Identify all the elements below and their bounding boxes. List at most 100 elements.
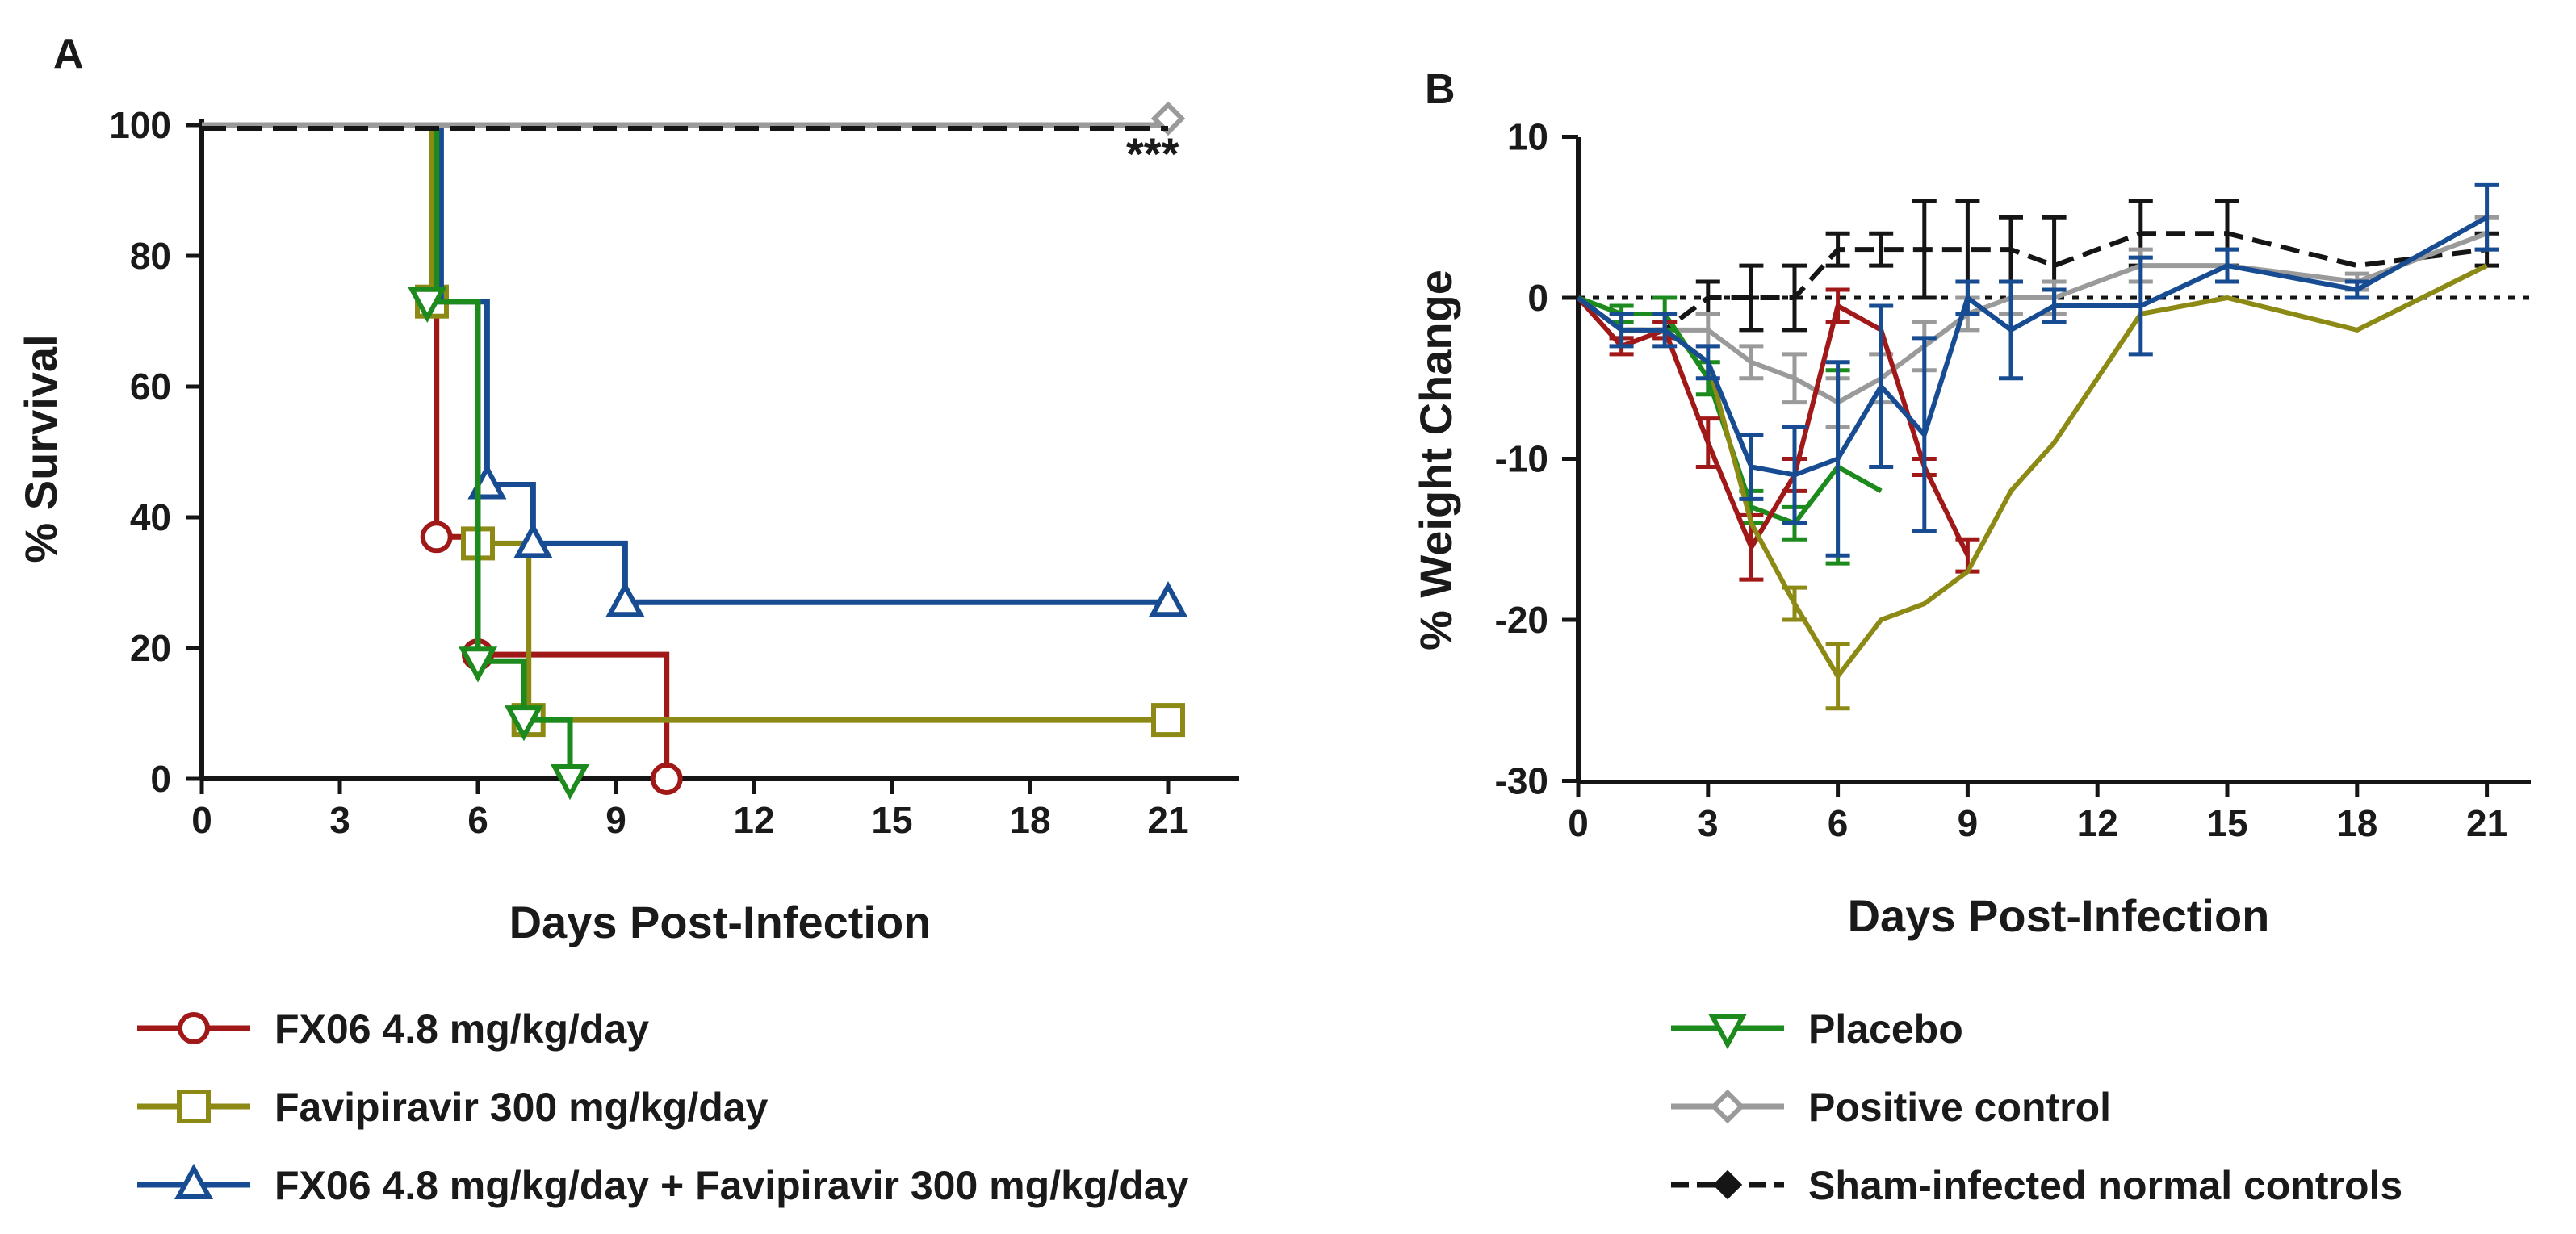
legend-marker-favipiravir xyxy=(177,1090,211,1123)
error-bar-sham xyxy=(1912,199,1937,300)
error-bar-combo xyxy=(2042,287,2067,324)
error-bar-fx06 xyxy=(1825,287,1850,324)
legend-item-fx06: FX06 4.8 mg/kg/day xyxy=(137,1006,649,1052)
panel-a-x-tick-label: 21 xyxy=(1147,799,1188,841)
legend-swatch-sham xyxy=(1671,1169,1784,1200)
legend-item-positive: Positive control xyxy=(1671,1085,2111,1130)
panel-b-label: B xyxy=(1425,66,1456,113)
panel-a-series xyxy=(202,101,1188,801)
panel-b-x-tick-label: 12 xyxy=(2077,802,2118,844)
panel-b-y-tick-label: 0 xyxy=(1527,277,1548,319)
panel-a-label: A xyxy=(53,31,84,77)
legend: FX06 4.8 mg/kg/day Favipiravir 300 mg/kg… xyxy=(137,1006,2402,1208)
survival-line-combo xyxy=(202,122,1168,605)
error-bar-sham xyxy=(1739,263,1764,333)
panel-a-series-positive xyxy=(202,101,1186,136)
error-bar-combo xyxy=(1955,279,1980,316)
panel-a-y-tick-label: 60 xyxy=(130,366,171,408)
panel-b-series xyxy=(1576,182,2499,711)
panel-a-y-axis-label: % Survival xyxy=(15,334,66,563)
survival-line-placebo xyxy=(202,122,573,779)
error-bar-combo xyxy=(1782,425,1807,525)
panel-b-y-axis-label: % Weight Change xyxy=(1410,270,1461,650)
panel-b-x-tick-label: 18 xyxy=(2336,802,2377,844)
legend-marker-positive xyxy=(1710,1089,1745,1124)
panel-b-x-tick-label: 6 xyxy=(1828,802,1849,844)
panel-a-series-placebo xyxy=(202,122,590,801)
legend-item-favipiravir: Favipiravir 300 mg/kg/day xyxy=(137,1085,769,1130)
weight-line-favipiravir xyxy=(1577,263,2488,679)
legend-label-fx06: FX06 4.8 mg/kg/day xyxy=(274,1006,649,1052)
panel-a-x-tick-label: 9 xyxy=(605,799,626,841)
weight-line-positive xyxy=(1577,231,2488,405)
panel-a-y-tick-label: 40 xyxy=(130,496,171,538)
panel-a-y-tick-label: 20 xyxy=(130,627,171,669)
panel-b-series-fx06 xyxy=(1576,287,1980,582)
survival-marker-combo xyxy=(1148,581,1188,617)
panel-a-x-tick-label: 15 xyxy=(871,799,912,841)
panel-b-y-tick-label: 10 xyxy=(1507,116,1548,158)
panel-a-y-ticks: 0 20 40 60 80 100 xyxy=(109,104,202,800)
panel-b-x-tick-label: 15 xyxy=(2206,802,2247,844)
panel-a-y-tick-label: 80 xyxy=(130,235,171,277)
panel-a-x-tick-label: 12 xyxy=(733,799,774,841)
panel-b-y-ticks: -30 -20 -10 0 10 xyxy=(1495,116,1578,802)
panel-a-axes xyxy=(199,119,1239,781)
survival-marker-placebo xyxy=(458,646,498,683)
error-bar-favipiravir xyxy=(1782,585,1807,622)
panel-a-y-tick-label: 100 xyxy=(109,104,171,146)
survival-marker-placebo xyxy=(408,287,447,323)
survival-marker-combo xyxy=(513,522,553,558)
survival-marker-favipiravir xyxy=(1151,703,1185,738)
legend-item-sham: Sham-infected normal controls xyxy=(1671,1163,2402,1208)
error-bar-favipiravir xyxy=(1825,642,1850,711)
error-bar-combo xyxy=(1912,336,1937,533)
error-bar-combo xyxy=(1869,303,1894,469)
legend-swatch-favipiravir xyxy=(137,1090,250,1123)
legend-marker-sham xyxy=(1712,1169,1743,1200)
panel-a-x-axis-label: Days Post-Infection xyxy=(509,897,932,947)
panel-a-x-tick-label: 6 xyxy=(467,799,488,841)
error-bar-combo xyxy=(2128,255,2153,357)
panel-b-y-tick-label: -10 xyxy=(1495,438,1548,480)
legend-swatch-placebo xyxy=(1671,1014,1784,1050)
error-bar-fx06 xyxy=(1695,416,1720,469)
panel-a-x-tick-label: 0 xyxy=(191,799,212,841)
legend-label-combo: FX06 4.8 mg/kg/day + Favipiravir 300 mg/… xyxy=(274,1163,1189,1208)
error-bar-positive xyxy=(1782,352,1807,405)
panel-a-y-tick-label: 0 xyxy=(150,758,171,800)
error-bar-combo xyxy=(1695,344,1720,381)
panel-a-series-favipiravir xyxy=(202,122,1185,738)
error-bar-sham xyxy=(1869,231,1894,268)
weight-line-fx06 xyxy=(1576,295,1971,557)
error-bar-sham xyxy=(1782,263,1807,333)
legend-label-placebo: Placebo xyxy=(1808,1006,1963,1052)
panel-a: A 0 3 6 9 12 15 18 21 0 20 40 60 80 100 Days Post-In… xyxy=(15,31,1239,947)
weight-line-combo xyxy=(1577,215,2489,478)
panel-a-x-tick-label: 18 xyxy=(1009,799,1050,841)
panel-b-x-axis-label: Days Post-Infection xyxy=(1848,890,2270,941)
error-bar-combo xyxy=(1609,312,1634,349)
error-bar-combo xyxy=(1825,360,1850,558)
legend-marker-fx06 xyxy=(178,1012,210,1044)
panel-b-series-sham xyxy=(1577,199,2499,333)
panel-b-y-tick-label: -30 xyxy=(1495,760,1548,802)
error-bar-combo xyxy=(2474,182,2499,252)
error-bar-combo xyxy=(1999,279,2023,381)
significance-annotation: *** xyxy=(1126,128,1179,179)
weight-line-sham xyxy=(1577,231,2487,333)
survival-marker-combo xyxy=(605,581,645,617)
panel-a-x-ticks: 0 3 6 9 12 15 18 21 xyxy=(191,779,1189,841)
legend-swatch-combo xyxy=(137,1163,250,1199)
legend-label-sham: Sham-infected normal controls xyxy=(1808,1163,2402,1208)
error-bar-positive xyxy=(1739,344,1764,381)
legend-marker-combo xyxy=(174,1163,214,1199)
error-bar-sham xyxy=(1825,231,1850,268)
survival-marker-placebo xyxy=(550,764,590,801)
legend-item-combo: FX06 4.8 mg/kg/day + Favipiravir 300 mg/… xyxy=(137,1163,1189,1208)
panel-b-x-tick-label: 3 xyxy=(1698,802,1719,844)
panel-b-y-tick-label: -20 xyxy=(1495,599,1548,641)
panel-b-x-tick-label: 0 xyxy=(1568,802,1589,844)
error-bar-combo xyxy=(1739,433,1764,501)
